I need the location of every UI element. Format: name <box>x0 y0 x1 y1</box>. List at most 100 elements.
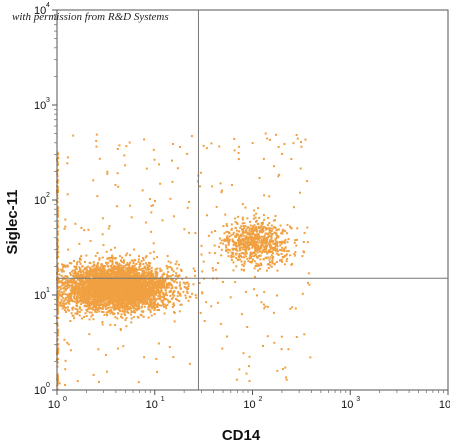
data-point-1130 <box>76 263 78 266</box>
data-point-2358 <box>104 302 107 305</box>
data-point-4628 <box>235 235 238 237</box>
data-point-3120 <box>79 275 82 278</box>
data-point-3248 <box>141 300 144 303</box>
data-point-3919 <box>85 268 88 271</box>
data-point-4909 <box>231 255 234 258</box>
data-point-4199 <box>283 229 285 232</box>
data-point-2526 <box>121 305 124 308</box>
data-point-2580 <box>127 286 130 289</box>
data-point-3482 <box>114 291 117 294</box>
data-point-4807 <box>225 238 228 241</box>
data-point-4756 <box>257 249 260 251</box>
data-point-4922 <box>266 335 269 338</box>
data-point-3666 <box>76 286 79 289</box>
data-point-365 <box>85 254 88 257</box>
data-point-142 <box>114 257 117 260</box>
data-point-4709 <box>259 258 262 261</box>
data-point-4981 <box>124 164 127 167</box>
data-point-4032 <box>152 284 154 287</box>
data-point-3595 <box>146 273 149 276</box>
data-point-3162 <box>92 318 95 321</box>
data-point-2353 <box>156 303 159 306</box>
data-point-3755 <box>120 299 123 302</box>
data-point-4790 <box>269 246 272 249</box>
data-point-1780 <box>100 263 103 266</box>
data-point-2312 <box>171 286 174 289</box>
data-point-1198 <box>76 296 79 299</box>
data-point-4615 <box>267 235 270 238</box>
data-point-1493 <box>104 265 107 268</box>
data-point-2173 <box>129 298 132 301</box>
data-point-3855 <box>132 274 135 276</box>
data-point-4665 <box>269 251 272 253</box>
data-point-4955 <box>299 191 301 194</box>
data-point-4068 <box>98 299 101 302</box>
data-point-2163 <box>154 268 157 271</box>
data-point-4746 <box>238 244 241 247</box>
data-point-2661 <box>132 296 135 299</box>
data-point-4707 <box>246 231 248 234</box>
data-point-2891 <box>61 307 64 310</box>
data-point-3667 <box>113 275 116 278</box>
data-point-2437 <box>98 258 101 261</box>
data-point-1959 <box>139 278 142 281</box>
data-point-3737 <box>133 264 136 267</box>
data-point-3974 <box>126 290 129 293</box>
data-point-3869 <box>124 289 127 292</box>
data-point-4686 <box>241 218 244 221</box>
data-point-3873 <box>111 266 114 269</box>
data-point-2763 <box>129 295 132 298</box>
data-point-1209 <box>128 297 131 300</box>
data-point-1586 <box>201 270 204 273</box>
data-point-4926 <box>92 373 95 376</box>
data-point-3592 <box>117 282 120 285</box>
data-point-4729 <box>228 239 231 242</box>
data-point-3246 <box>166 283 169 286</box>
data-point-3207 <box>77 283 80 286</box>
data-point-4541 <box>279 248 282 251</box>
data-point-4194 <box>295 244 298 247</box>
data-point-4743 <box>267 216 270 219</box>
data-point-4897 <box>251 142 254 145</box>
data-point-3032 <box>60 270 63 273</box>
data-point-3765 <box>96 302 98 305</box>
data-point-2461 <box>143 270 145 273</box>
data-point-3786 <box>119 295 121 298</box>
data-point-3191 <box>70 270 73 273</box>
data-point-3999 <box>123 301 126 303</box>
data-point-4345 <box>286 232 289 235</box>
data-point-3685 <box>71 307 74 310</box>
data-point-4831 <box>171 159 173 162</box>
data-point-4007 <box>60 298 63 301</box>
data-point-3720 <box>86 290 89 293</box>
data-point-4896 <box>219 182 222 185</box>
data-point-1030 <box>116 264 119 267</box>
data-point-4886 <box>83 229 86 232</box>
data-point-969 <box>135 262 138 265</box>
data-point-4816 <box>251 246 254 249</box>
data-point-2771 <box>79 269 82 272</box>
data-point-3852 <box>140 287 143 290</box>
data-point-4606 <box>245 245 248 248</box>
data-point-3516 <box>154 281 157 283</box>
data-point-3575 <box>82 302 85 305</box>
data-point-2477 <box>83 291 85 294</box>
data-point-4935 <box>98 380 100 383</box>
data-point-3646 <box>134 283 136 286</box>
data-point-4095 <box>120 270 123 273</box>
data-point-4043 <box>178 284 181 287</box>
data-point-4283 <box>242 231 244 234</box>
data-point-3351 <box>111 291 114 294</box>
data-point-3117 <box>63 309 66 312</box>
data-point-3209 <box>139 276 142 279</box>
data-point-1355 <box>130 321 133 324</box>
data-point-769 <box>108 292 111 295</box>
data-point-4530 <box>296 238 298 241</box>
data-point-4011 <box>81 297 84 300</box>
data-point-3076 <box>95 264 98 267</box>
data-point-990 <box>163 303 166 306</box>
data-point-4883 <box>241 203 244 206</box>
data-point-3612 <box>151 299 154 302</box>
data-point-4595 <box>253 245 256 248</box>
data-point-2320 <box>160 285 163 287</box>
